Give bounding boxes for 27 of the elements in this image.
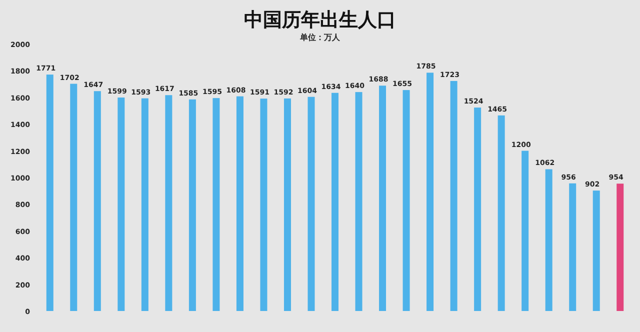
bar [402, 90, 410, 311]
bar [141, 98, 148, 311]
bar [426, 72, 434, 311]
bar [592, 190, 600, 311]
bar [616, 184, 624, 311]
bar [165, 95, 172, 311]
bar [188, 99, 196, 311]
bar [284, 98, 291, 311]
bar [355, 92, 362, 311]
bar [308, 96, 315, 311]
bar [569, 183, 576, 311]
chart-subtitle: 单位：万人 [299, 33, 341, 42]
bar [46, 74, 54, 311]
bar [94, 91, 101, 311]
bar [474, 108, 482, 311]
bar [236, 96, 244, 311]
bar [545, 169, 552, 311]
bar [379, 86, 386, 311]
bar [70, 84, 78, 311]
bar [260, 98, 268, 311]
bar [450, 80, 458, 311]
bar [212, 98, 220, 311]
chart-title: 中国历年出生人口 [244, 9, 396, 31]
bar [118, 98, 125, 311]
bar [332, 92, 338, 311]
bar [522, 150, 529, 311]
bar [498, 115, 505, 311]
